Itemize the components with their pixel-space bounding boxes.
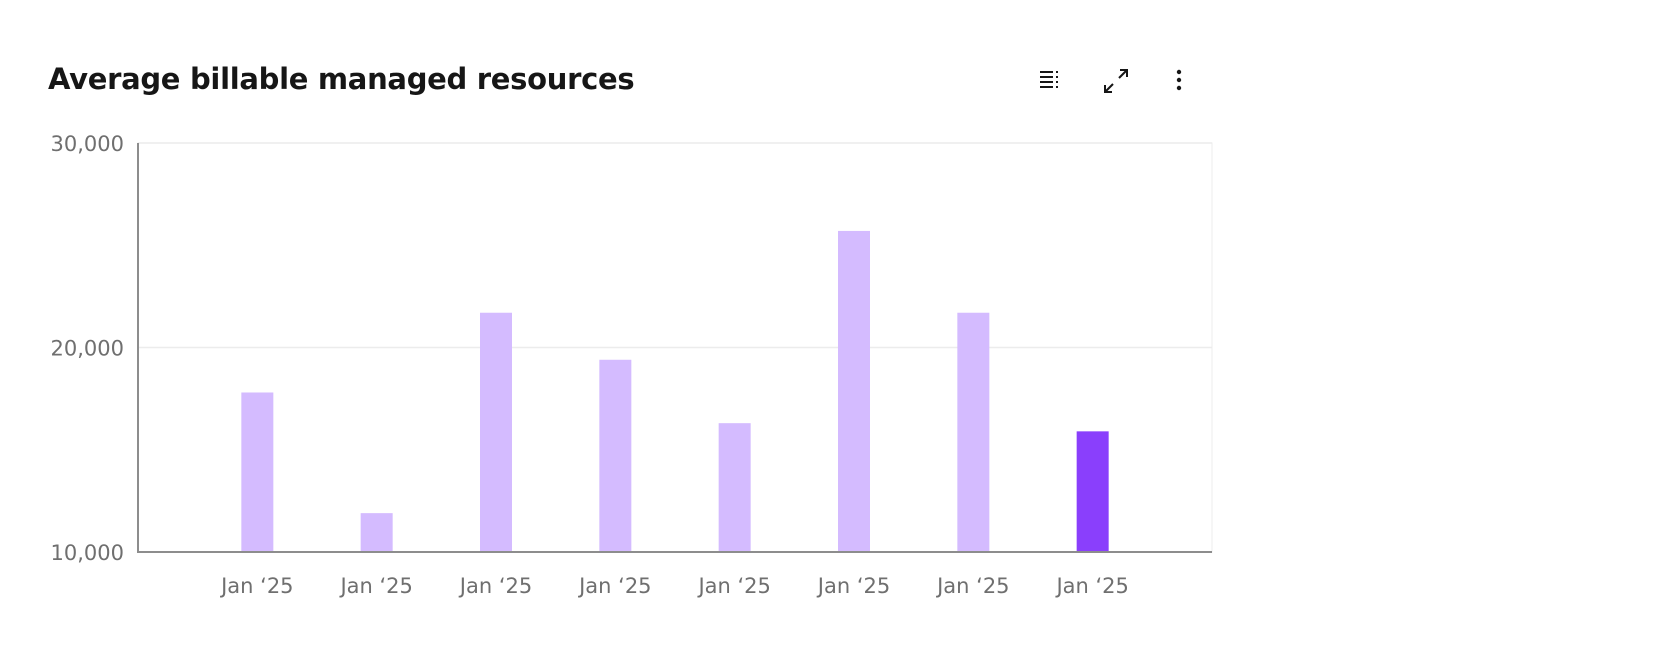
bar <box>718 423 751 552</box>
bar <box>1076 431 1109 552</box>
bar <box>838 230 870 552</box>
overflow-menu-icon[interactable] <box>1162 64 1196 98</box>
chart-title: Average billable managed resources <box>48 62 635 96</box>
y-tick-label: 30,000 <box>51 132 124 156</box>
x-tick-label: Jan ‘25 <box>458 574 532 598</box>
bar <box>241 392 274 552</box>
x-tick-label: Jan ‘25 <box>816 574 890 598</box>
bar <box>480 312 512 552</box>
bar <box>360 513 393 552</box>
bar <box>599 359 632 552</box>
x-tick-label: Jan ‘25 <box>338 574 412 598</box>
x-tick-label: Jan ‘25 <box>219 574 293 598</box>
x-tick-label: Jan ‘25 <box>935 574 1009 598</box>
y-tick-label: 20,000 <box>51 337 124 361</box>
x-tick-label: Jan ‘25 <box>696 574 770 598</box>
bar <box>957 312 990 552</box>
maximize-icon[interactable] <box>1099 64 1133 98</box>
y-tick-label: 10,000 <box>51 541 124 565</box>
x-tick-label: Jan ‘25 <box>577 574 651 598</box>
table-view-icon[interactable] <box>1035 64 1069 98</box>
x-tick-label: Jan ‘25 <box>1054 574 1128 598</box>
